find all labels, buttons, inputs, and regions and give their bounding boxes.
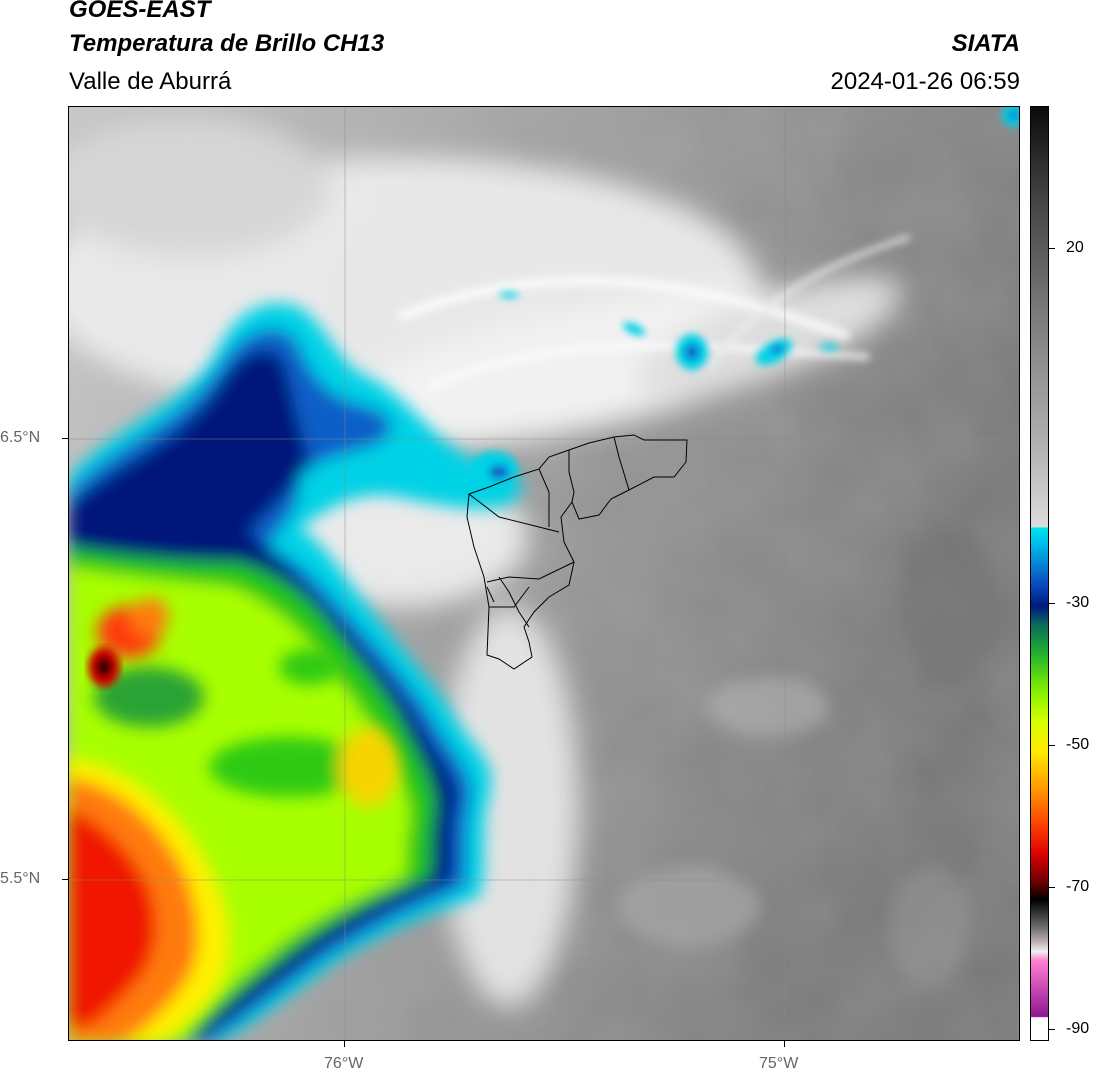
- colorbar-tick: [1049, 1029, 1055, 1030]
- colorbar-label-minus50: -50: [1066, 736, 1090, 753]
- temperature-colorbar: [1030, 106, 1049, 1041]
- lat-tick: [62, 879, 68, 880]
- lon-tick: [784, 1041, 785, 1047]
- lat-label-6-5: 6.5°N: [0, 429, 41, 446]
- colorbar-label-minus30: -30: [1066, 594, 1090, 611]
- brightness-temperature-field: [69, 107, 1019, 1040]
- colorbar-tick: [1049, 248, 1055, 249]
- colorbar-label-minus70: -70: [1066, 878, 1090, 895]
- lat-tick: [62, 438, 68, 439]
- colorbar-tick: [1049, 603, 1055, 604]
- lon-label-76w: 76°W: [324, 1055, 364, 1072]
- graticule: [69, 107, 1019, 1040]
- lon-label-75w: 75°W: [759, 1055, 799, 1072]
- colorbar-tick: [1049, 887, 1055, 888]
- colorbar-tick: [1049, 745, 1055, 746]
- organization-label: SIATA: [951, 30, 1020, 57]
- satellite-title: GOES-EAST: [69, 0, 211, 23]
- colorbar-gradient: [1031, 107, 1048, 1040]
- region-label: Valle de Aburrá: [69, 68, 232, 95]
- colorbar-label-20: 20: [1066, 239, 1084, 256]
- lat-label-5-5: 5.5°N: [0, 870, 41, 887]
- colorbar-label-minus90: -90: [1066, 1020, 1090, 1037]
- product-title: Temperatura de Brillo CH13: [69, 30, 385, 57]
- municipal-boundaries: [466, 434, 688, 670]
- datetime-label: 2024-01-26 06:59: [830, 68, 1021, 95]
- lon-tick: [344, 1041, 345, 1047]
- satellite-map: [68, 106, 1020, 1041]
